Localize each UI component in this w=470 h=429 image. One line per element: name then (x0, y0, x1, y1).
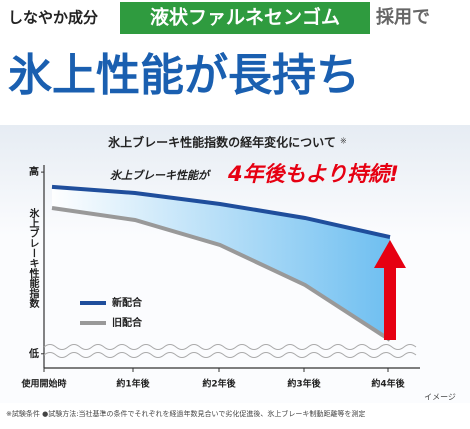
x-tick-label: 使用開始時 (20, 378, 66, 390)
chart-title: 氷上ブレーキ性能指数の経年変化について (107, 135, 336, 150)
tail: 採用で (376, 6, 430, 28)
main-title: 氷上性能が長持ち (8, 50, 360, 101)
axis-break (43, 344, 417, 358)
series-line (51, 206, 392, 342)
y-tick-label: 高 (29, 165, 39, 178)
chart-title-note: ※ (340, 137, 347, 146)
highlight-box (120, 2, 370, 34)
callout: 4年後もより持続! (227, 162, 399, 186)
y-axis-label: 氷上ブレーキ性能指数 (27, 207, 40, 309)
annotation: 氷上ブレーキ性能が (110, 169, 211, 182)
arrow (374, 240, 406, 340)
image-note: イメージ (424, 393, 456, 402)
x-tick-label: 約1年後 (116, 378, 150, 390)
band (52, 186, 390, 340)
x-tick-label: 約4年後 (371, 378, 405, 390)
footnote: ※試験条件 ●試験方法:当社基準の条件でそれぞれを経過年数見合いで劣化促進後、氷… (6, 409, 365, 418)
x-tick-label: 約2年後 (202, 378, 236, 390)
highlight: 液状ファルネセンゴム (150, 6, 340, 29)
x-tick-label: 約3年後 (287, 378, 321, 390)
lead: しなやか成分 (8, 9, 98, 27)
legend-label: 新配合 (112, 296, 143, 309)
legend-label: 旧配合 (112, 316, 143, 329)
series-line (51, 184, 391, 240)
y-tick-label: 低 (28, 347, 39, 360)
plot (51, 184, 392, 342)
